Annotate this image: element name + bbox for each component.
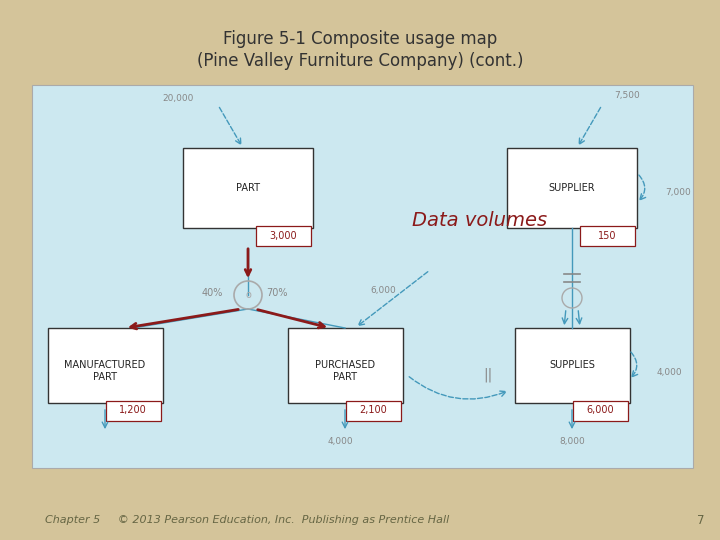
- Bar: [572, 401, 628, 421]
- Text: 7,500: 7,500: [614, 91, 640, 100]
- Text: 6,000: 6,000: [370, 286, 396, 294]
- Text: 4,000: 4,000: [657, 368, 683, 377]
- Text: 20,000: 20,000: [162, 94, 194, 103]
- Text: 70%: 70%: [266, 288, 287, 298]
- Text: Chapter 5     © 2013 Pearson Education, Inc.  Publishing as Prentice Hall: Chapter 5 © 2013 Pearson Education, Inc.…: [45, 515, 449, 525]
- Text: 8,000: 8,000: [559, 437, 585, 446]
- Text: SUPPLIER: SUPPLIER: [549, 183, 595, 193]
- Text: 7,000: 7,000: [665, 188, 690, 198]
- Text: (Pine Valley Furniture Company) (cont.): (Pine Valley Furniture Company) (cont.): [197, 52, 523, 70]
- Bar: [346, 401, 400, 421]
- Text: 4,000: 4,000: [327, 437, 353, 446]
- Text: PURCHASED
PART: PURCHASED PART: [315, 360, 375, 382]
- Bar: [48, 327, 163, 402]
- Bar: [515, 327, 629, 402]
- Bar: [256, 226, 311, 246]
- Text: 2,100: 2,100: [359, 406, 387, 415]
- Bar: [183, 148, 313, 228]
- Text: 150: 150: [598, 231, 617, 241]
- Text: 40%: 40%: [202, 288, 223, 298]
- Text: PART: PART: [236, 183, 260, 193]
- Text: 14,000: 14,000: [290, 328, 321, 338]
- Text: Data volumes: Data volumes: [413, 211, 548, 229]
- Text: Figure 5-1 Composite usage map: Figure 5-1 Composite usage map: [223, 30, 497, 48]
- Text: ||: ||: [483, 368, 492, 382]
- Text: 1,200: 1,200: [119, 406, 147, 415]
- Bar: [106, 401, 161, 421]
- Text: MANUFACTURED
PART: MANUFACTURED PART: [64, 360, 145, 382]
- Text: 7: 7: [698, 514, 705, 526]
- Text: 6,000: 6,000: [586, 406, 614, 415]
- Bar: [287, 327, 402, 402]
- Text: o: o: [245, 290, 251, 300]
- Text: SUPPLIES: SUPPLIES: [549, 360, 595, 370]
- Text: 3,000: 3,000: [270, 231, 297, 241]
- Bar: [580, 226, 635, 246]
- Bar: [32, 85, 693, 468]
- Bar: [507, 148, 637, 228]
